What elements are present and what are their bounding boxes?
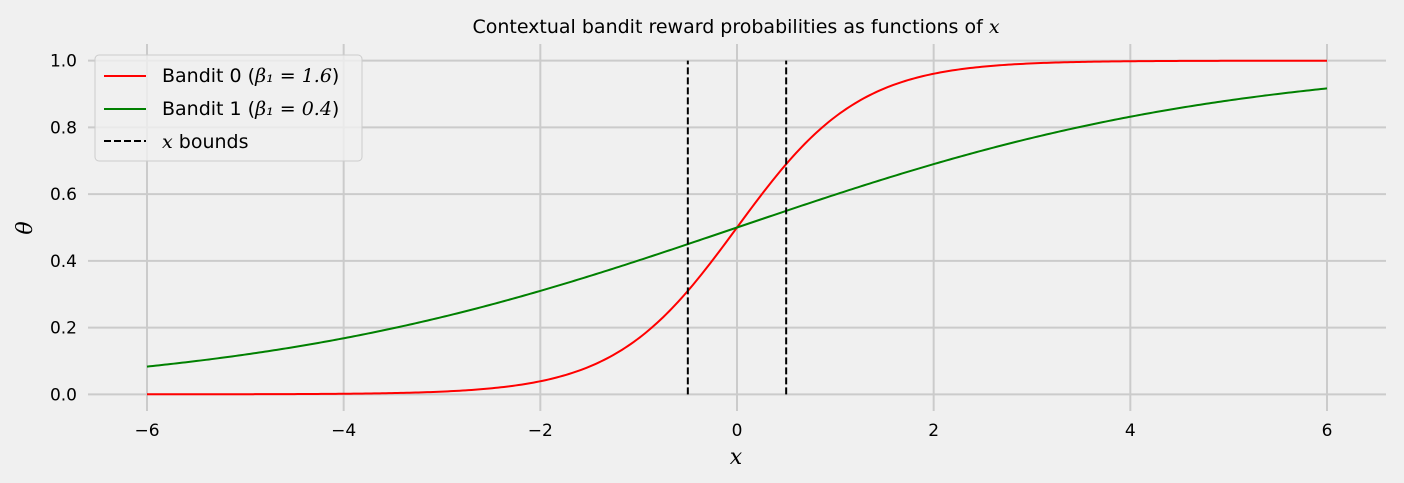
series-line-bandit-1 — [146, 87, 1328, 368]
ticks: −6 −4 −2 0 2 4 6 0.0 0.2 0.4 0.6 0.8 1.0 — [50, 52, 1332, 441]
y-tick-label: 1.0 — [50, 52, 77, 72]
legend-label-bandit-1: Bandit 1 (β₁ = 0.4) — [162, 98, 339, 120]
legend: Bandit 0 (β₁ = 1.6) Bandit 1 (β₁ = 0.4) … — [94, 54, 363, 162]
x-tick-label: 6 — [1322, 421, 1333, 441]
y-tick-label: 0.6 — [50, 185, 77, 205]
y-tick-label: 0.4 — [50, 252, 77, 272]
chart-title: Contextual bandit reward probabilities a… — [472, 16, 999, 38]
x-tick-label: −4 — [331, 421, 356, 441]
y-axis-label: θ — [13, 221, 38, 234]
x-tick-label: 4 — [1125, 421, 1136, 441]
x-tick-label: 2 — [928, 421, 939, 441]
y-tick-label: 0.8 — [50, 118, 77, 138]
x-axis-label: x — [730, 445, 743, 470]
x-tick-label: 0 — [732, 421, 743, 441]
legend-label-bandit-0: Bandit 0 (β₁ = 1.6) — [162, 65, 339, 87]
y-tick-label: 0.2 — [50, 319, 77, 339]
legend-box — [94, 54, 363, 162]
y-tick-label: 0.0 — [50, 385, 77, 405]
x-tick-label: −6 — [134, 421, 159, 441]
x-tick-label: −2 — [528, 421, 553, 441]
series-layer — [146, 59, 1328, 396]
legend-label-x-bounds: x bounds — [162, 131, 249, 153]
